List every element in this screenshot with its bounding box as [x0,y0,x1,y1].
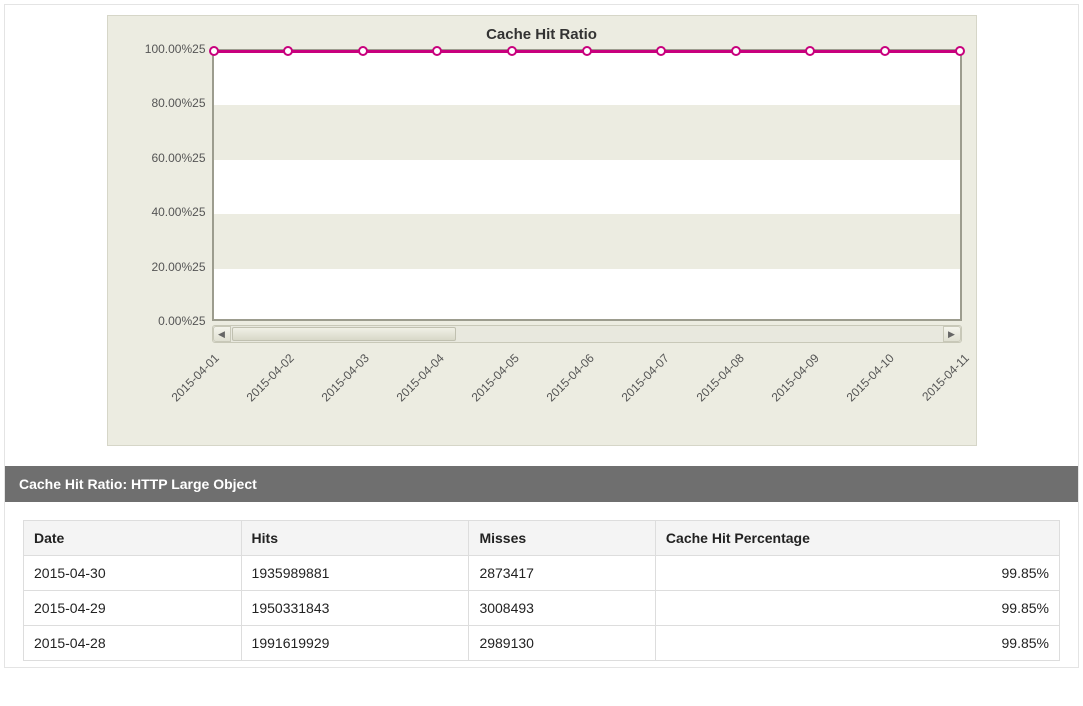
series-marker[interactable] [805,46,815,56]
col-misses: Misses [469,521,655,556]
x-tick-label: 2015-04-01 [168,351,221,404]
series-marker[interactable] [955,46,965,56]
scroll-left-button[interactable]: ◀ [213,326,231,342]
y-tick-label: 60.00%25 [151,151,205,165]
x-tick-label: 2015-04-11 [919,351,972,404]
table-cell: 2015-04-30 [24,556,242,591]
y-tick-label: 40.00%25 [151,205,205,219]
x-tick-label: 2015-04-02 [243,351,296,404]
chart-y-axis: 0.00%2520.00%2540.00%2560.00%2580.00%251… [122,49,212,321]
table-body: 2015-04-301935989881287341799.85%2015-04… [24,556,1060,661]
table-cell: 2015-04-29 [24,591,242,626]
x-tick-label: 2015-04-08 [693,351,746,404]
x-tick-label: 2015-04-04 [393,351,446,404]
col-hits: Hits [241,521,469,556]
table-cell: 1935989881 [241,556,469,591]
table-cell: 3008493 [469,591,655,626]
y-tick-label: 100.00%25 [145,42,206,56]
chevron-right-icon: ▶ [948,329,955,340]
x-tick-label: 2015-04-10 [843,351,896,404]
y-tick-label: 80.00%25 [151,96,205,110]
table-cell: 1950331843 [241,591,469,626]
chart-band [214,105,960,159]
series-marker[interactable] [209,46,219,56]
table-cell: 99.85% [655,556,1059,591]
table-cell: 99.85% [655,591,1059,626]
chevron-left-icon: ◀ [218,329,225,340]
table-header-row: Date Hits Misses Cache Hit Percentage [24,521,1060,556]
x-tick-label: 2015-04-09 [768,351,821,404]
page-container: Cache Hit Ratio 0.00%25 20.00%25 40.00%25 6… [4,4,1079,668]
series-marker[interactable] [731,46,741,56]
x-tick-label: 2015-04-06 [543,351,596,404]
col-pct: Cache Hit Percentage [655,521,1059,556]
table-cell: 99.85% [655,626,1059,661]
chart-x-axis: 2015-04-012015-04-022015-04-032015-04-04… [212,343,962,433]
chart-scrollbar-row: ◀ ▶ [122,325,962,343]
chart-band [214,214,960,268]
table-cell: 2873417 [469,556,655,591]
y-tick-label: 0.00%25 [158,314,205,328]
table-row: 2015-04-291950331843300849399.85% [24,591,1060,626]
chart-panel: Cache Hit Ratio 0.00%25 20.00%25 40.00%25 6… [107,15,977,446]
series-marker[interactable] [582,46,592,56]
table-container: Date Hits Misses Cache Hit Percentage 20… [5,502,1078,667]
data-table: Date Hits Misses Cache Hit Percentage 20… [23,520,1060,661]
table-cell: 2989130 [469,626,655,661]
series-marker[interactable] [880,46,890,56]
scroll-thumb[interactable] [232,327,456,341]
chart-plot-area[interactable] [212,49,962,321]
col-date: Date [24,521,242,556]
chart-title: Cache Hit Ratio [122,26,962,43]
scroll-right-button[interactable]: ▶ [943,326,961,342]
series-marker[interactable] [432,46,442,56]
chart-scrollbar[interactable]: ◀ ▶ [212,325,962,343]
series-marker[interactable] [358,46,368,56]
series-marker[interactable] [656,46,666,56]
y-tick-label: 20.00%25 [151,260,205,274]
table-cell: 1991619929 [241,626,469,661]
section-header: Cache Hit Ratio: HTTP Large Object [5,466,1078,502]
table-cell: 2015-04-28 [24,626,242,661]
series-marker[interactable] [283,46,293,56]
chart-plot-row: 0.00%2520.00%2540.00%2560.00%2580.00%251… [122,49,962,321]
table-row: 2015-04-301935989881287341799.85% [24,556,1060,591]
x-tick-label: 2015-04-05 [468,351,521,404]
x-tick-label: 2015-04-03 [318,351,371,404]
table-row: 2015-04-281991619929298913099.85% [24,626,1060,661]
series-marker[interactable] [507,46,517,56]
x-tick-label: 2015-04-07 [618,351,671,404]
